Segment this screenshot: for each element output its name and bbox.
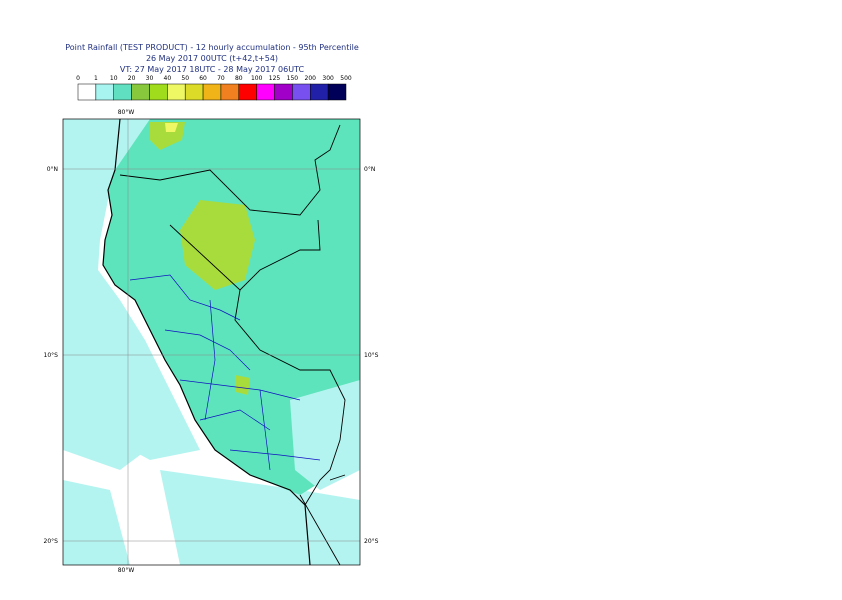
legend-swatch bbox=[95, 83, 114, 101]
legend-swatch bbox=[220, 83, 240, 101]
legend-label: 30 bbox=[146, 75, 154, 82]
legend: 0 1 10 20 30 40 50 60 70 80 100 125 150 200 300 500 bbox=[76, 75, 352, 101]
lon-label: 80°W bbox=[118, 109, 135, 116]
title: Point Rainfall (TEST PRODUCT) - 12 hourl… bbox=[65, 43, 359, 52]
rain-blob bbox=[165, 123, 178, 132]
map-body bbox=[62, 118, 361, 566]
legend-swatch bbox=[184, 83, 204, 101]
legend-label: 40 bbox=[164, 75, 172, 82]
base-time: 26 May 2017 00UTC (t+42,t+54) bbox=[146, 54, 278, 63]
legend-label: 125 bbox=[269, 75, 281, 82]
legend-label: 300 bbox=[322, 75, 334, 82]
legend-label: 10 bbox=[110, 75, 118, 82]
legend-swatch bbox=[274, 83, 293, 101]
legend-label: 200 bbox=[305, 75, 317, 82]
legend-swatch bbox=[327, 83, 347, 101]
legend-swatch bbox=[202, 83, 222, 101]
legend-label: 70 bbox=[217, 75, 225, 82]
legend-swatch bbox=[238, 83, 257, 101]
map-frame bbox=[62, 118, 361, 566]
valid-time: VT: 27 May 2017 18UTC - 28 May 2017 06UT… bbox=[120, 65, 305, 74]
legend-label: 500 bbox=[340, 75, 352, 82]
legend-label: 100 bbox=[251, 75, 263, 82]
legend-swatch bbox=[256, 83, 275, 101]
legend-swatch bbox=[149, 83, 168, 101]
legend-swatch bbox=[292, 83, 311, 101]
rain-blob bbox=[180, 200, 255, 290]
lat-label: 20°S bbox=[44, 538, 59, 545]
lat-label: 0°N bbox=[47, 166, 58, 173]
legend-swatch bbox=[310, 83, 329, 101]
rain-blob bbox=[235, 375, 250, 395]
land-light-rain bbox=[290, 380, 360, 490]
legend-swatch bbox=[131, 83, 150, 101]
legend-label: 20 bbox=[128, 75, 136, 82]
country-border bbox=[119, 124, 346, 566]
ocean-rain bbox=[63, 480, 130, 565]
lon-label: 80°W bbox=[118, 567, 135, 574]
legend-label: 150 bbox=[287, 75, 299, 82]
legend-label: 1 bbox=[94, 75, 98, 82]
lat-label: 20°S bbox=[364, 538, 379, 545]
legend-swatch bbox=[113, 83, 132, 101]
legend-label: 80 bbox=[235, 75, 243, 82]
rain-blob bbox=[150, 122, 185, 150]
legend-label: 0 bbox=[76, 75, 80, 82]
lat-label: 10°S bbox=[364, 352, 379, 359]
lat-label: 10°S bbox=[44, 352, 59, 359]
legend-label: 50 bbox=[181, 75, 189, 82]
ocean-rain bbox=[63, 320, 160, 470]
coastline bbox=[102, 118, 311, 566]
province-border bbox=[129, 274, 321, 471]
legend-swatch bbox=[167, 83, 186, 101]
lat-label: 0°N bbox=[364, 166, 375, 173]
legend-label: 60 bbox=[199, 75, 207, 82]
legend-swatch bbox=[77, 83, 97, 101]
